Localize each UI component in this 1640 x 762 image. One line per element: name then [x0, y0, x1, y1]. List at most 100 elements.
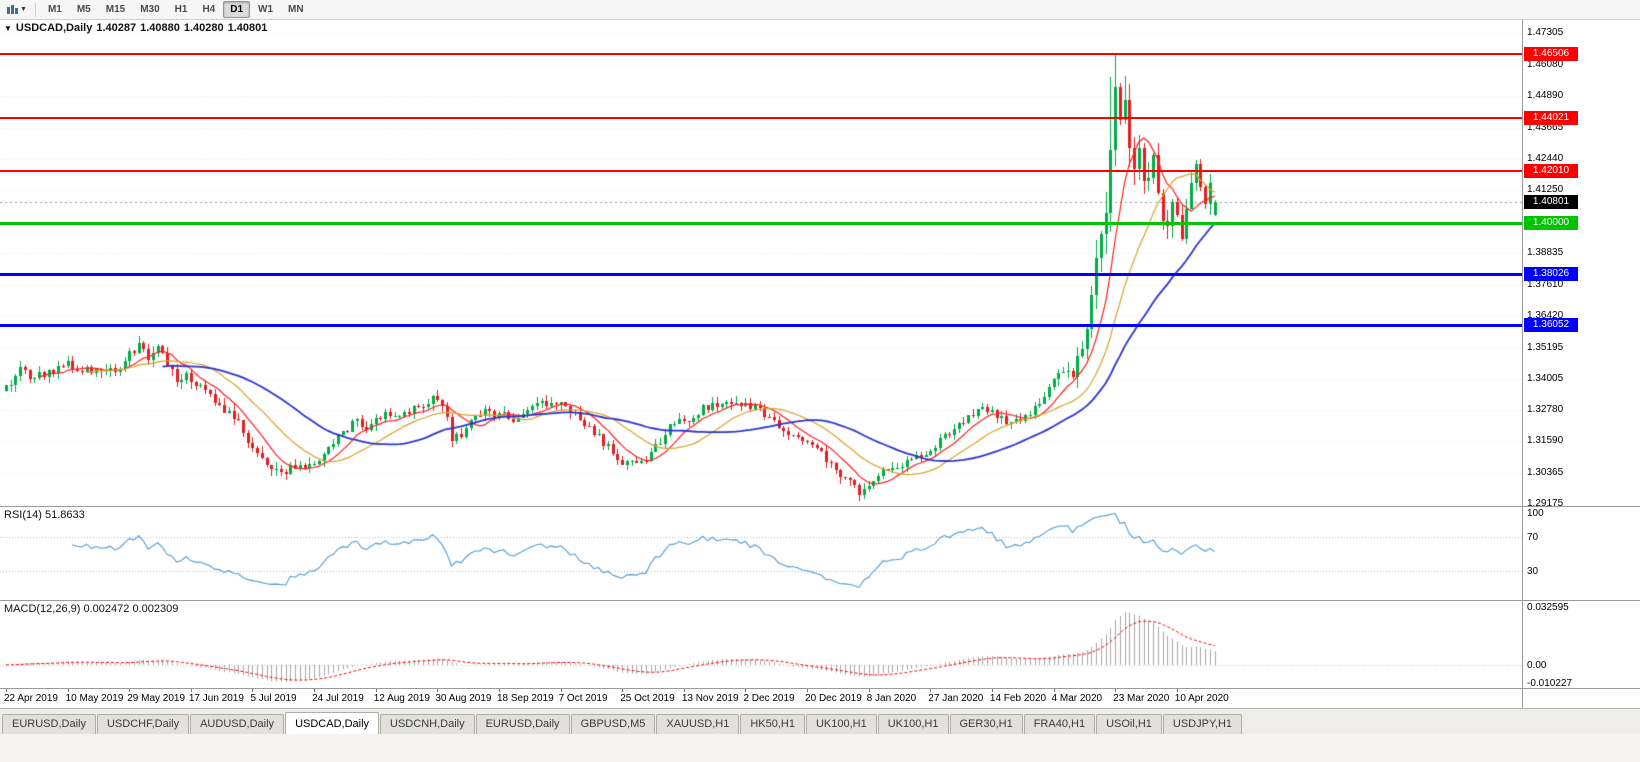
date-tick [129, 689, 130, 692]
macd-axis-label: 0.00 [1527, 659, 1547, 671]
date-axis-label: 27 Jan 2020 [928, 693, 984, 704]
date-tick [6, 689, 7, 692]
date-tick [252, 689, 253, 692]
timeframe-button-h4[interactable]: H4 [202, 4, 216, 15]
price-level-badge: 1.46506 [1524, 46, 1578, 61]
rsi-panel: RSI(14) 51.8633 100 70 30 [0, 506, 1640, 600]
price-axis-tick: 1.38835 [1527, 247, 1564, 259]
timeframe-button-m30[interactable]: M30 [140, 4, 160, 15]
price-axis-tick: 1.30365 [1527, 467, 1564, 479]
date-tick [376, 689, 377, 692]
rsi-label: RSI(14) 51.8633 [4, 509, 85, 521]
macd-name: MACD(12,26,9) [4, 603, 81, 615]
tab-audusd-daily[interactable]: AUDUSD,Daily [190, 714, 285, 734]
date-axis-label: 10 Apr 2020 [1174, 693, 1229, 704]
tab-xauusd-h1[interactable]: XAUUSD,H1 [656, 714, 740, 734]
date-axis-label: 29 May 2019 [127, 693, 186, 704]
toolbar: ▼ M1 M5 M15 M30 H1 H4 D1 W1 MN [0, 0, 1640, 20]
date-axis-label: 23 Mar 2020 [1113, 693, 1170, 704]
tab-usdchf-daily[interactable]: USDCHF,Daily [96, 714, 190, 734]
macd-axis-label: 0.032595 [1527, 602, 1569, 613]
horizontal-line-1.44021[interactable] [0, 117, 1522, 120]
price-axis-tick: 1.47305 [1527, 27, 1564, 38]
chart-area: ▼ USDCAD,Daily 1.40287 1.40880 1.40280 1.4080… [0, 20, 1640, 708]
date-axis-label: 30 Aug 2019 [435, 693, 492, 704]
date-axis-label: 25 Oct 2019 [620, 693, 675, 704]
chart-type-button[interactable]: ▼ [3, 3, 30, 17]
macd-value-signal: 0.002309 [132, 603, 179, 615]
date-tick [684, 689, 685, 692]
date-axis-label: 10 May 2019 [65, 693, 124, 704]
tab-gbpusd-m5[interactable]: GBPUSD,M5 [570, 714, 656, 734]
tab-usoil-h1[interactable]: USOil,H1 [1096, 714, 1162, 734]
horizontal-line-1.36052[interactable] [0, 324, 1522, 328]
chart-menu-icon[interactable]: ▼ [4, 24, 12, 33]
price-axis-tick: 1.43665 [1527, 121, 1564, 133]
rsi-value: 51.8633 [44, 509, 85, 521]
macd-panel: MACD(12,26,9) 0.002472 0.002309 0.032595… [0, 600, 1640, 689]
candlestick-chart-icon [6, 4, 19, 16]
date-axis-label: 17 Jun 2019 [188, 693, 244, 704]
price-axis-tick: 1.29175 [1527, 498, 1564, 509]
price-axis-tick: 1.44890 [1527, 89, 1564, 101]
price-axis-tick: 1.31590 [1527, 435, 1564, 447]
chart-title: ▼ USDCAD,Daily 1.40287 1.40880 1.40280 1.4080… [4, 22, 271, 34]
tab-usdjpy-h1[interactable]: USDJPY,H1 [1162, 714, 1243, 734]
date-tick [437, 689, 438, 692]
date-tick [191, 689, 192, 692]
horizontal-line-1.38026[interactable] [0, 273, 1522, 277]
macd-value-main: 0.002472 [83, 603, 130, 615]
ohlc-low: 1.40280 [183, 22, 224, 34]
timeframe-button-m5[interactable]: M5 [76, 4, 91, 15]
toolbar-separator [34, 2, 36, 17]
tab-eurusd-daily[interactable]: EURUSD,Daily [2, 714, 96, 734]
timeframe-button-mn[interactable]: MN [288, 4, 304, 15]
chevron-down-icon: ▼ [20, 6, 27, 13]
rsi-axis-label: 100 [1527, 508, 1544, 519]
macd-canvas[interactable] [0, 601, 1640, 688]
rsi-canvas[interactable] [0, 507, 1640, 600]
horizontal-line-1.40000[interactable] [0, 221, 1522, 225]
timeframe-button-d1[interactable]: D1 [223, 1, 251, 18]
tab-usdcad-daily[interactable]: USDCAD,Daily [285, 712, 380, 734]
date-axis-label: 5 Jul 2019 [250, 693, 297, 704]
tab-hk50-h1[interactable]: HK50,H1 [740, 714, 805, 734]
price-axis-tick: 1.32780 [1527, 404, 1564, 416]
timeframe-button-m15[interactable]: M15 [105, 4, 126, 15]
timeframe-button-h1[interactable]: H1 [174, 4, 188, 15]
rsi-axis-label: 30 [1527, 566, 1539, 578]
date-tick [314, 689, 315, 692]
price-level-badge: 1.38026 [1524, 267, 1578, 282]
macd-axis-label: -0.010227 [1527, 678, 1573, 689]
price-axis-tick: 1.37610 [1527, 278, 1564, 290]
symbol-timeframe-label: USDCAD,Daily [15, 22, 93, 34]
price-level-badge: 1.36052 [1524, 318, 1578, 333]
chart-tabs-bar: EURUSD,Daily USDCHF,Daily AUDUSD,Daily USDC… [0, 708, 1640, 734]
timeframe-buttons: M1 M5 M15 M30 H1 H4 D1 W1 MN [41, 1, 311, 18]
price-level-badge: 1.40000 [1524, 215, 1578, 230]
tab-eurusd-daily[interactable]: EURUSD,Daily [475, 714, 570, 734]
date-axis-label: 20 Dec 2019 [805, 693, 862, 704]
timeframe-button-m1[interactable]: M1 [47, 4, 62, 15]
tab-usdcnh-daily[interactable]: USDCNH,Daily [380, 714, 475, 734]
tab-ger30-h1[interactable]: GER30,H1 [949, 714, 1023, 734]
price-axis-separator [1522, 20, 1523, 708]
ohlc-close: 1.40801 [227, 22, 268, 34]
price-axis-tick: 1.36420 [1527, 309, 1564, 321]
tab-uk100-h1[interactable]: UK100,H1 [805, 714, 877, 734]
main-chart-panel: ▼ USDCAD,Daily 1.40287 1.40880 1.40280 1.4080… [0, 20, 1640, 509]
date-tick [622, 689, 623, 692]
price-chart-canvas[interactable] [0, 20, 1640, 506]
ohlc-open: 1.40287 [96, 22, 137, 34]
price-axis-tick: 1.34005 [1527, 372, 1564, 384]
horizontal-line-1.42010[interactable] [0, 169, 1522, 172]
tab-fra40-h1[interactable]: FRA40,H1 [1023, 714, 1096, 734]
date-axis[interactable]: 22 Apr 2019 10 May 2019 29 May 2019 17 Jun … [0, 688, 1640, 708]
horizontal-line-1.46506[interactable] [0, 52, 1522, 55]
timeframe-button-w1[interactable]: W1 [258, 4, 274, 15]
date-tick [869, 689, 870, 692]
date-tick [930, 689, 931, 692]
date-axis-label: 22 Apr 2019 [4, 693, 58, 704]
date-tick [1115, 689, 1116, 692]
tab-uk100-h1[interactable]: UK100,H1 [877, 714, 949, 734]
